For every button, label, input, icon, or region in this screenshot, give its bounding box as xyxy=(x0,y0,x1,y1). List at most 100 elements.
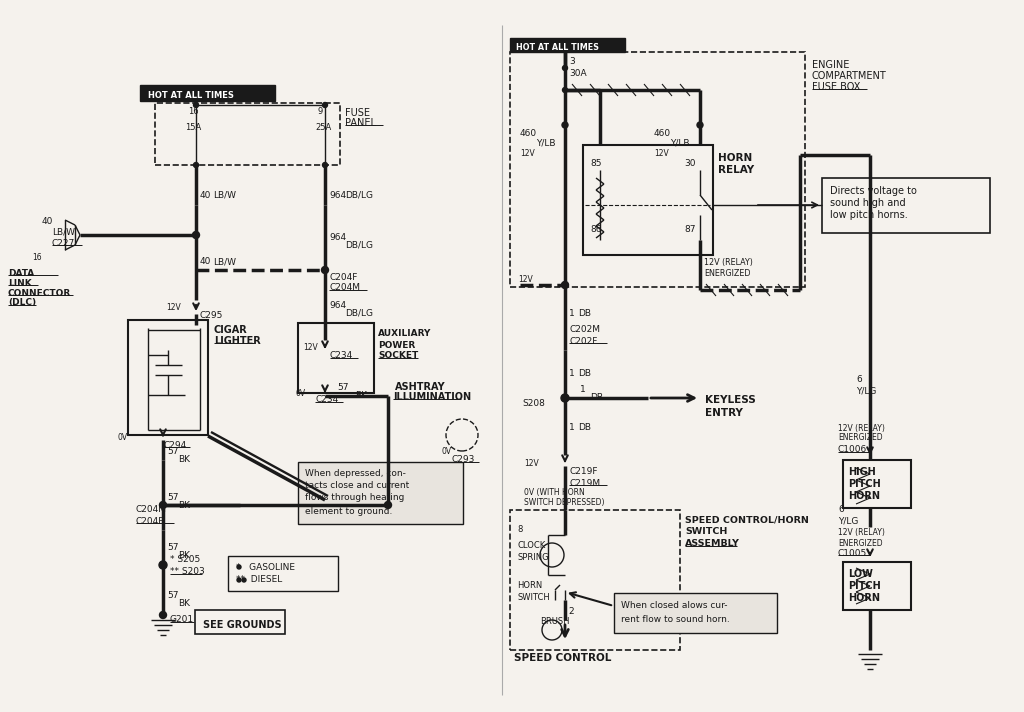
Bar xyxy=(195,610,285,634)
Bar xyxy=(510,38,625,52)
Text: rent flow to sound horn.: rent flow to sound horn. xyxy=(621,614,730,624)
Text: sound high and: sound high and xyxy=(830,198,905,208)
Text: 0V: 0V xyxy=(296,389,306,397)
Text: LIGHTER: LIGHTER xyxy=(214,336,261,346)
Text: 964: 964 xyxy=(329,300,346,310)
Text: C204M: C204M xyxy=(329,283,360,293)
Text: 12V: 12V xyxy=(303,343,317,352)
Bar xyxy=(614,593,777,633)
Text: LINK: LINK xyxy=(8,278,32,288)
Text: SWITCH DEPRESSED): SWITCH DEPRESSED) xyxy=(524,498,604,508)
Circle shape xyxy=(242,578,246,582)
Text: POWER: POWER xyxy=(378,340,416,350)
Text: DATA: DATA xyxy=(8,268,34,278)
Text: ASHTRAY: ASHTRAY xyxy=(395,382,445,392)
Text: C1006: C1006 xyxy=(838,446,867,454)
Text: 57: 57 xyxy=(167,493,178,503)
Text: SPRING: SPRING xyxy=(517,553,549,562)
Text: DB/LG: DB/LG xyxy=(345,241,373,249)
Text: C234: C234 xyxy=(315,395,338,404)
Text: BRUSH: BRUSH xyxy=(540,617,569,627)
Circle shape xyxy=(384,501,391,508)
Bar xyxy=(510,510,680,650)
Text: 964: 964 xyxy=(329,234,346,243)
Text: ENGINE: ENGINE xyxy=(812,60,849,70)
Text: 12V: 12V xyxy=(654,149,669,157)
Text: C234: C234 xyxy=(330,352,353,360)
Text: FUSE BOX: FUSE BOX xyxy=(812,82,860,92)
Text: LB/W: LB/W xyxy=(52,228,75,236)
Text: 460: 460 xyxy=(520,128,538,137)
Circle shape xyxy=(562,122,568,128)
Text: AUXILIARY: AUXILIARY xyxy=(378,330,431,338)
Text: 30: 30 xyxy=(684,159,695,167)
Text: 40: 40 xyxy=(200,258,211,266)
Text: FUSE: FUSE xyxy=(345,108,370,118)
Circle shape xyxy=(159,561,167,569)
Text: 12V: 12V xyxy=(524,459,539,468)
Text: HIGH: HIGH xyxy=(848,467,876,477)
Text: 0V: 0V xyxy=(441,448,452,456)
Text: Y/LG: Y/LG xyxy=(838,516,858,525)
Text: ENERGIZED: ENERGIZED xyxy=(705,268,751,278)
Text: ENERGIZED: ENERGIZED xyxy=(838,538,883,548)
Text: 8: 8 xyxy=(517,525,522,535)
Text: CIGAR: CIGAR xyxy=(214,325,248,335)
Text: SPEED CONTROL: SPEED CONTROL xyxy=(514,653,611,663)
Text: ENERGIZED: ENERGIZED xyxy=(838,434,883,442)
Circle shape xyxy=(193,231,200,239)
Text: C219F: C219F xyxy=(569,468,597,476)
Text: RELAY: RELAY xyxy=(718,165,754,175)
Text: 15A: 15A xyxy=(185,122,202,132)
Text: 57: 57 xyxy=(167,543,178,553)
Text: 86: 86 xyxy=(590,226,601,234)
Text: low pitch horns.: low pitch horns. xyxy=(830,210,907,220)
Text: (DLC): (DLC) xyxy=(8,298,36,308)
Text: Y/LB: Y/LB xyxy=(670,139,689,147)
Text: 30A: 30A xyxy=(569,70,587,78)
Text: C219M: C219M xyxy=(569,478,600,488)
Text: DB: DB xyxy=(590,394,603,402)
Text: SEE GROUNDS: SEE GROUNDS xyxy=(203,620,282,630)
Text: 964: 964 xyxy=(329,191,346,199)
Text: 57: 57 xyxy=(167,448,178,456)
Text: 85: 85 xyxy=(590,159,601,167)
Text: *   GASOLINE: * GASOLINE xyxy=(236,562,295,572)
Text: DB: DB xyxy=(578,308,591,318)
Text: Directs voltage to: Directs voltage to xyxy=(830,186,916,196)
Bar xyxy=(822,178,990,233)
Bar xyxy=(128,320,208,435)
Circle shape xyxy=(561,281,568,288)
Circle shape xyxy=(237,565,241,569)
Text: PANEL: PANEL xyxy=(345,118,376,128)
Circle shape xyxy=(562,88,567,93)
Text: C293: C293 xyxy=(451,456,474,464)
Text: 12V (RELAY): 12V (RELAY) xyxy=(705,258,753,266)
Text: HORN: HORN xyxy=(718,153,753,163)
Text: ENTRY: ENTRY xyxy=(705,408,742,418)
Text: 16: 16 xyxy=(188,107,199,115)
Text: When depressed, con-: When depressed, con- xyxy=(305,468,406,478)
Text: 6: 6 xyxy=(838,506,844,515)
Text: 40: 40 xyxy=(200,191,211,199)
Bar xyxy=(298,323,374,393)
Circle shape xyxy=(697,122,703,128)
Text: SPEED CONTROL/HORN: SPEED CONTROL/HORN xyxy=(685,515,809,525)
Text: HOT AT ALL TIMES: HOT AT ALL TIMES xyxy=(516,43,599,51)
Text: CLOCK: CLOCK xyxy=(517,540,545,550)
Bar xyxy=(583,145,713,255)
Bar xyxy=(843,460,911,508)
Circle shape xyxy=(323,162,328,167)
Circle shape xyxy=(194,162,199,167)
Text: 12V (RELAY): 12V (RELAY) xyxy=(838,424,885,432)
Circle shape xyxy=(322,266,329,273)
Text: 2: 2 xyxy=(568,607,573,617)
Text: tacts close and current: tacts close and current xyxy=(305,481,410,490)
Text: 57: 57 xyxy=(337,384,348,392)
Text: element to ground.: element to ground. xyxy=(305,506,392,515)
Text: 1: 1 xyxy=(569,369,574,377)
Text: C204F: C204F xyxy=(329,273,357,281)
Text: C202F: C202F xyxy=(569,337,597,345)
Circle shape xyxy=(323,103,328,108)
Text: BK: BK xyxy=(355,390,367,399)
